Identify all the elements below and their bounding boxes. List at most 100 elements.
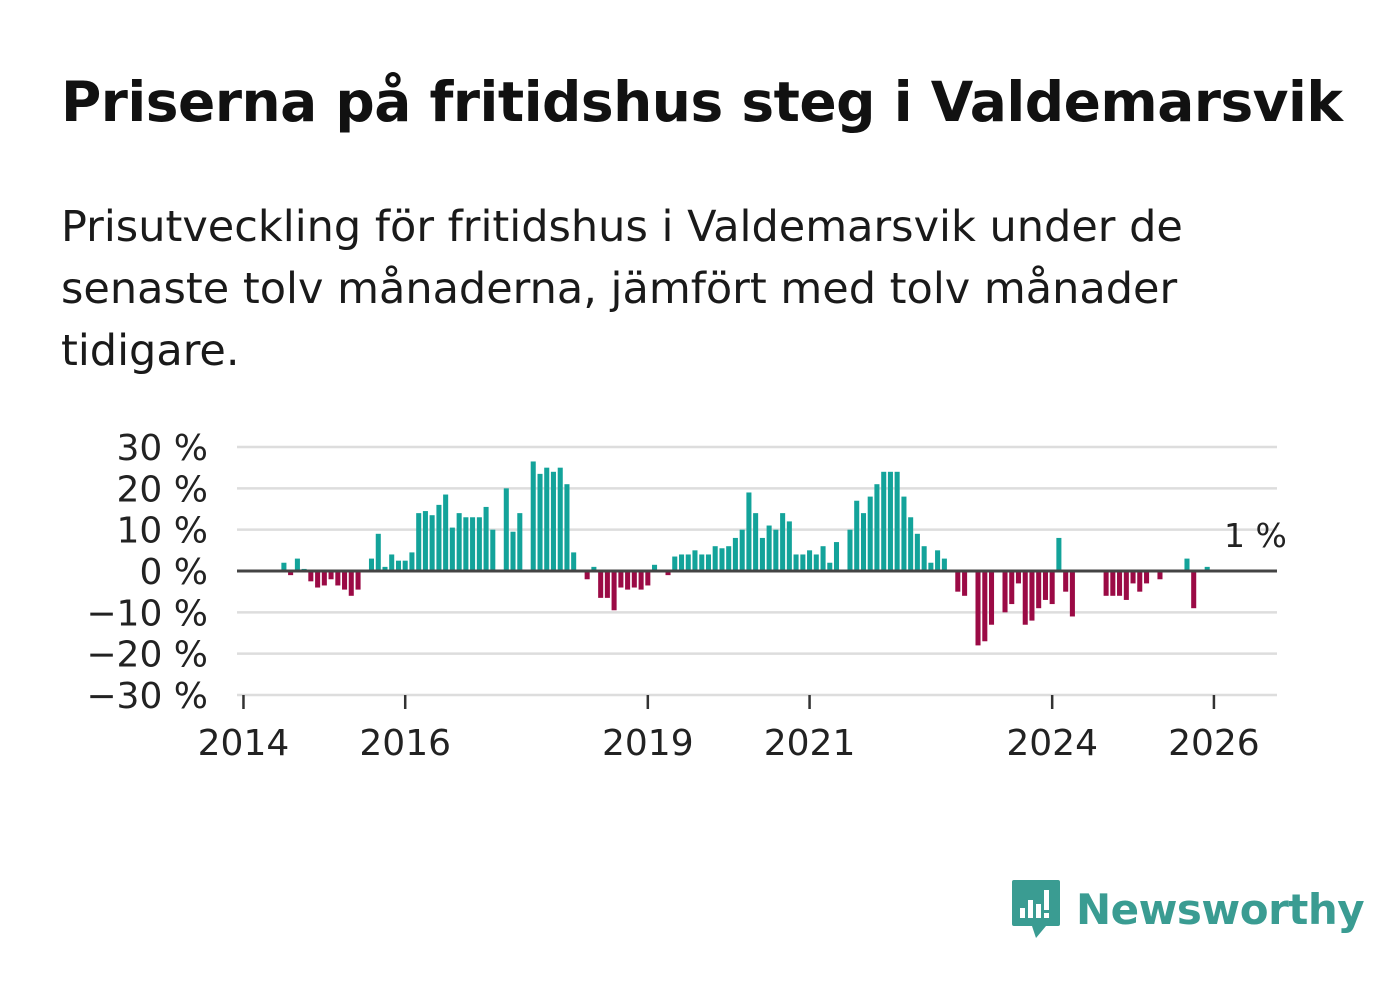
bar — [793, 554, 799, 571]
chart-title: Priserna på fritidshus steg i Valdemarsv… — [61, 70, 1343, 134]
bar — [807, 550, 813, 571]
bar — [1036, 571, 1042, 609]
bar — [557, 467, 563, 571]
axes — [237, 694, 1277, 709]
bar — [1015, 571, 1021, 584]
bar — [982, 571, 988, 642]
bar — [732, 537, 738, 571]
bar — [672, 556, 678, 571]
bar — [928, 562, 934, 571]
bar — [281, 562, 287, 571]
bar — [483, 506, 489, 571]
bar — [355, 571, 361, 590]
bars — [281, 461, 1210, 646]
y-tick-label: 20 % — [117, 469, 208, 510]
x-tick-label: 2014 — [198, 723, 290, 764]
bar — [894, 471, 900, 571]
bar — [935, 550, 941, 571]
y-tick-label: 0 % — [139, 552, 208, 593]
bar — [335, 571, 341, 586]
bar — [490, 529, 496, 571]
newsworthy-logo-icon — [1012, 880, 1060, 938]
bar — [941, 558, 947, 571]
bar — [631, 571, 637, 588]
bar — [820, 546, 826, 571]
bar — [726, 546, 732, 571]
bar — [955, 571, 961, 592]
bar — [780, 513, 786, 571]
bar — [564, 484, 570, 571]
bar — [1117, 571, 1123, 596]
bar — [652, 564, 658, 571]
bar — [544, 467, 550, 571]
y-tick-label: −10 % — [86, 593, 208, 634]
bar — [1029, 571, 1035, 621]
bar — [638, 571, 644, 590]
bar — [429, 515, 435, 571]
bar — [537, 473, 543, 571]
bar — [847, 529, 853, 571]
bar — [449, 527, 455, 571]
x-tick-label: 2026 — [1168, 723, 1260, 764]
bar — [463, 517, 469, 571]
bar — [470, 517, 476, 571]
bar — [625, 571, 631, 590]
bar — [833, 542, 840, 571]
bar — [571, 552, 577, 571]
bar — [618, 571, 624, 588]
bar — [773, 529, 779, 571]
bar — [860, 513, 867, 571]
bar — [1069, 571, 1075, 617]
bar — [786, 521, 792, 571]
x-tick-label: 2016 — [359, 723, 451, 764]
y-tick-label: −20 % — [86, 635, 208, 676]
bar — [342, 571, 348, 590]
bar — [328, 571, 334, 580]
bar — [645, 571, 651, 586]
bar — [1009, 571, 1015, 605]
bar — [1002, 571, 1008, 613]
bar — [1110, 571, 1116, 596]
bar — [1184, 558, 1190, 571]
bar — [962, 571, 968, 596]
bar — [975, 571, 981, 646]
bar — [746, 492, 752, 571]
bar — [692, 550, 698, 571]
x-tick-label: 2024 — [1006, 723, 1098, 764]
bar — [921, 546, 927, 571]
bar — [510, 531, 516, 571]
bar — [1137, 571, 1143, 592]
bar — [1123, 571, 1129, 600]
y-tick-label: 30 % — [117, 428, 208, 469]
bar-chart: 30 %20 %10 %0 %−10 %−20 %−30 % 2014 2016 20… — [86, 428, 1287, 764]
bar — [321, 571, 327, 586]
bar — [395, 560, 402, 571]
bar — [368, 558, 375, 571]
bar — [503, 488, 509, 571]
bar — [901, 496, 907, 571]
bar — [382, 566, 388, 571]
bar — [699, 554, 705, 571]
x-tick-label: 2021 — [764, 723, 856, 764]
bar — [1022, 571, 1028, 625]
bar — [530, 461, 536, 571]
bar — [1049, 571, 1055, 605]
bar — [800, 554, 806, 571]
bar — [989, 571, 995, 625]
bar — [881, 471, 887, 571]
bar — [598, 571, 604, 598]
value-annotation: 1 % — [1224, 516, 1287, 555]
bar — [456, 513, 462, 571]
bar — [685, 554, 691, 571]
y-tick-label: −30 % — [86, 676, 208, 717]
bar — [348, 571, 354, 596]
bar — [759, 537, 765, 571]
y-tick-label: 10 % — [117, 511, 208, 552]
bar — [294, 558, 300, 571]
bar — [375, 533, 381, 571]
bar — [611, 571, 617, 611]
bar — [443, 494, 449, 571]
bar — [1063, 571, 1069, 592]
bar — [550, 471, 556, 571]
bar — [1204, 566, 1210, 571]
